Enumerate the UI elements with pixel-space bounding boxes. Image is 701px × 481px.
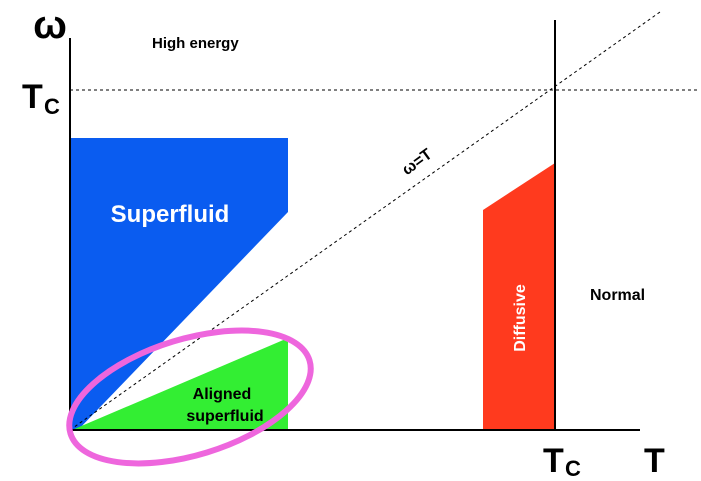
x-tc-sub: C [565,456,581,481]
y-tc-sub: C [44,94,60,119]
diagonal-line [69,11,661,431]
normal-label: Normal [590,287,645,304]
diagonal-label: ω=T [399,146,436,179]
highlight-ellipse [66,327,314,467]
superfluid-region [70,138,288,430]
aligned-label-line: Aligned [193,386,252,403]
y-tc-main: T [22,78,43,116]
high-energy-label: High energy [152,35,239,52]
superfluid-label: Superfluid [111,201,230,228]
x-axis-label: T [644,442,665,480]
diffusive-region [483,163,555,430]
aligned-region [72,338,288,430]
x-tc-main: T [543,442,564,480]
y-axis-label: ω [33,3,67,47]
aligned-label-line: superfluid [186,408,263,425]
diffusive-label: Diffusive [512,284,529,352]
